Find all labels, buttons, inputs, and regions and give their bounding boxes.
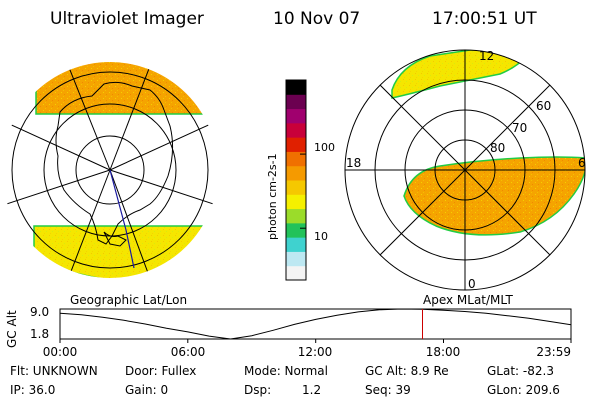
ip-label: IP: 36.0 <box>10 383 55 397</box>
colorbar-segment-4 <box>286 208 306 224</box>
polar-image: 12 18 6 0 60 70 80 <box>344 49 586 291</box>
timeline-xtick-2359: 23:59 <box>536 345 571 359</box>
colorbar-segment-9 <box>286 137 306 152</box>
colorbar-tick-100: 100 <box>314 141 335 154</box>
date-label: 10 Nov 07 <box>273 9 360 29</box>
timeline-ytick-9: 9.0 <box>30 305 49 319</box>
left-panel-label: Geographic Lat/Lon <box>70 293 187 307</box>
colorbar-segment-5 <box>286 194 306 210</box>
dsp-label: Dsp: <box>244 383 271 397</box>
timeline-xtick-0600: 06:00 <box>171 345 206 359</box>
colorbar-segment-12 <box>286 94 306 110</box>
spacecraft-track <box>109 169 135 269</box>
gc-alt-timeline: GC Alt 9.0 1.8 00:00 06:00 12:00 18:00 2… <box>5 305 572 359</box>
timeline-xtick-0000: 00:00 <box>43 345 78 359</box>
instrument-title: Ultraviolet Imager <box>50 9 204 29</box>
dsp-value: 1.2 <box>302 383 321 397</box>
colorbar-segment-6 <box>286 180 306 195</box>
timeline-xtick-1800: 18:00 <box>426 345 461 359</box>
mlt-0-label: 0 <box>468 277 476 291</box>
colorbar-segment-11 <box>286 108 306 124</box>
colorbar-ticks <box>300 153 306 229</box>
timeline-frame <box>59 308 572 340</box>
colorbar-frame <box>285 79 307 281</box>
colorbar-segment-2 <box>286 237 306 252</box>
latitude-grid <box>2 62 218 278</box>
colorbar-segment-10 <box>286 122 306 138</box>
door-label: Door: Fullex <box>125 364 196 378</box>
antarctica-outline <box>55 81 174 245</box>
gc-alt-label: GC Alt: 8.9 Re <box>365 364 449 378</box>
glon-label: GLon: 209.6 <box>487 383 560 397</box>
mlat-70-label: 70 <box>512 121 527 135</box>
geographic-image <box>2 62 218 278</box>
colorbar-tick-10: 10 <box>314 230 328 243</box>
gc-alt-line <box>59 308 572 340</box>
gain-label: Gain: 0 <box>125 383 168 397</box>
colorbar: 100 10 photon cm-2s-1 <box>266 79 335 281</box>
mlt-18-label: 18 <box>346 156 361 170</box>
timeline-x-ticks <box>59 339 572 343</box>
colorbar-unit-label: photon cm-2s-1 <box>266 153 279 240</box>
mode-label: Mode: Normal <box>244 364 328 378</box>
peninsula-outline <box>103 231 127 247</box>
timeline-ytick-1-8: 1.8 <box>30 327 49 341</box>
flt-label: Flt: UNKNOWN <box>10 364 98 378</box>
seq-label: Seq: 39 <box>365 383 411 397</box>
aurora-dayside-oval <box>391 50 534 99</box>
colorbar-fill <box>286 80 306 281</box>
mlt-12-label: 12 <box>479 49 494 63</box>
colorbar-segment-3 <box>286 222 306 238</box>
time-label: 17:00:51 UT <box>432 9 537 29</box>
colorbar-segment-1 <box>286 251 306 267</box>
colorbar-segment-0 <box>286 265 306 281</box>
aurora-bottom-band <box>33 225 218 278</box>
timeline-ylabel: GC Alt <box>5 310 19 348</box>
glat-label: GLat: -82.3 <box>487 364 554 378</box>
aurora-nightside-oval <box>403 156 585 236</box>
footer-info: Flt: UNKNOWN IP: 36.0 Door: Fullex Gain:… <box>10 364 560 397</box>
colorbar-segment-7 <box>286 165 306 181</box>
mlat-80-label: 80 <box>490 141 505 155</box>
right-panel-label: Apex MLat/MLT <box>423 293 513 307</box>
colorbar-segment-8 <box>286 151 306 167</box>
timeline-xtick-1200: 12:00 <box>298 345 333 359</box>
mlt-6-label: 6 <box>578 156 586 170</box>
colorbar-segment-13 <box>286 80 306 95</box>
mlat-60-label: 60 <box>536 99 551 113</box>
meridian-grid <box>2 62 218 278</box>
polar-grid <box>344 49 586 291</box>
